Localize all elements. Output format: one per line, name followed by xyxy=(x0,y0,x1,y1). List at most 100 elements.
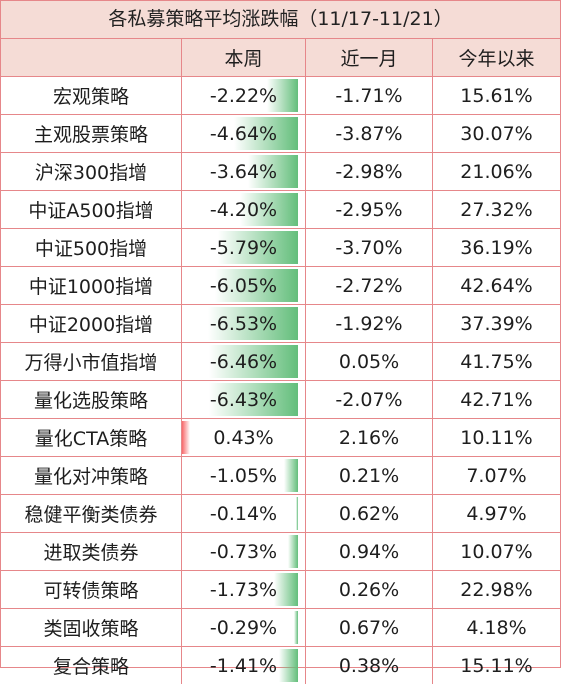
ytd-return-text: 36.19% xyxy=(460,236,533,259)
week-return: -4.20% xyxy=(182,191,306,228)
month-return-text: 0.21% xyxy=(338,464,400,487)
week-data-bar xyxy=(278,649,298,682)
month-return: -2.98% xyxy=(306,153,433,190)
week-return-text: -6.43% xyxy=(209,388,278,411)
table-row: 中证A500指增 -4.20% -2.95% 27.32% xyxy=(1,191,560,229)
ytd-return: 21.06% xyxy=(433,153,560,190)
header-ytd: 今年以来 xyxy=(458,48,535,70)
month-return: -2.07% xyxy=(306,381,433,418)
table-row: 沪深300指增 -3.64% -2.98% 21.06% xyxy=(1,153,560,191)
table-row: 万得小市值指增 -6.46% 0.05% 41.75% xyxy=(1,343,560,381)
month-return: 2.16% xyxy=(306,419,433,456)
week-return-text: -0.29% xyxy=(209,616,278,639)
month-return: -2.72% xyxy=(306,267,433,304)
strategy-name: 稳健平衡类债券 xyxy=(1,495,182,532)
strategy-name: 中证500指增 xyxy=(1,229,182,266)
ytd-return-text: 37.39% xyxy=(460,312,533,335)
week-return: -1.05% xyxy=(182,457,306,494)
ytd-return-text: 15.61% xyxy=(460,84,533,107)
ytd-return-text: 21.06% xyxy=(460,160,533,183)
week-return: -0.29% xyxy=(182,609,306,646)
strategy-name: 类固收策略 xyxy=(1,609,182,646)
strategy-name-text: 沪深300指增 xyxy=(34,162,148,184)
week-data-bar xyxy=(214,269,298,302)
strategy-name-text: 中证A500指增 xyxy=(28,200,154,222)
week-data-bar-positive xyxy=(182,421,190,454)
month-return-text: 0.94% xyxy=(338,540,400,563)
month-return-text: 0.05% xyxy=(338,350,400,373)
ytd-return: 10.11% xyxy=(433,419,560,456)
ytd-return-text: 7.07% xyxy=(466,464,527,487)
ytd-return: 41.75% xyxy=(433,343,560,380)
ytd-return-text: 4.97% xyxy=(466,502,527,525)
month-return: 0.26% xyxy=(306,571,433,608)
table-title: 各私募策略平均涨跌幅（11/17-11/21） xyxy=(1,1,560,39)
week-data-bar xyxy=(234,117,298,150)
table-row: 进取类债券 -0.73% 0.94% 10.07% xyxy=(1,533,560,571)
table-row: 复合策略 -1.41% 0.38% 15.11% xyxy=(1,647,560,684)
month-return-text: -2.98% xyxy=(335,160,403,183)
header-strategy xyxy=(1,39,182,76)
month-return: -1.71% xyxy=(306,77,433,114)
table-row: 中证500指增 -5.79% -3.70% 36.19% xyxy=(1,229,560,267)
month-return-text: 0.26% xyxy=(338,578,400,601)
week-return-text: -1.05% xyxy=(209,464,278,487)
week-return: -0.14% xyxy=(182,495,306,532)
table-body: 宏观策略 -2.22% -1.71% 15.61% 主观股票策略 -4.64% -3.87%… xyxy=(1,77,560,684)
week-data-bar xyxy=(218,231,298,264)
week-data-bar xyxy=(267,79,298,112)
ytd-return-text: 30.07% xyxy=(460,122,533,145)
table-row: 类固收策略 -0.29% 0.67% 4.18% xyxy=(1,609,560,647)
week-data-bar xyxy=(287,535,298,568)
week-data-bar xyxy=(208,307,298,340)
ytd-return: 30.07% xyxy=(433,115,560,152)
week-data-bar xyxy=(283,459,298,492)
strategy-name-text: 主观股票策略 xyxy=(33,124,148,146)
week-return-text: -6.46% xyxy=(209,350,278,373)
week-data-bar xyxy=(247,155,298,188)
week-return-text: -4.20% xyxy=(209,198,278,221)
month-return: -3.87% xyxy=(306,115,433,152)
ytd-return-text: 27.32% xyxy=(460,198,533,221)
week-data-bar xyxy=(294,611,298,644)
week-return: -0.73% xyxy=(182,533,306,570)
table-row: 中证1000指增 -6.05% -2.72% 42.64% xyxy=(1,267,560,305)
week-data-bar xyxy=(240,193,298,226)
ytd-return-text: 10.11% xyxy=(460,426,533,449)
month-return-text: -2.72% xyxy=(335,274,403,297)
ytd-return-text: 15.11% xyxy=(460,654,533,677)
week-return-text: -0.14% xyxy=(209,502,278,525)
week-return: 0.43% xyxy=(182,419,306,456)
week-return: -1.41% xyxy=(182,647,306,684)
header-month: 近一月 xyxy=(306,39,433,76)
week-return: -6.43% xyxy=(182,381,306,418)
week-return-text: 0.43% xyxy=(213,426,274,449)
month-return: 0.94% xyxy=(306,533,433,570)
month-return-text: -1.92% xyxy=(335,312,403,335)
week-return: -4.64% xyxy=(182,115,306,152)
strategy-name: 宏观策略 xyxy=(1,77,182,114)
week-return-text: -2.22% xyxy=(209,84,278,107)
strategy-name: 量化CTA策略 xyxy=(1,419,182,456)
strategy-name-text: 中证2000指增 xyxy=(28,314,154,336)
strategy-name: 中证1000指增 xyxy=(1,267,182,304)
week-return: -6.05% xyxy=(182,267,306,304)
strategy-name: 中证2000指增 xyxy=(1,305,182,342)
strategy-name-text: 进取类债券 xyxy=(43,542,139,564)
ytd-return-text: 10.07% xyxy=(460,540,533,563)
week-return-text: -6.53% xyxy=(209,312,278,335)
month-return: -2.95% xyxy=(306,191,433,228)
month-return-text: -3.87% xyxy=(335,122,403,145)
table-row: 中证2000指增 -6.53% -1.92% 37.39% xyxy=(1,305,560,343)
ytd-return-text: 22.98% xyxy=(460,578,533,601)
strategy-name-text: 可转债策略 xyxy=(43,580,139,602)
month-return: -1.92% xyxy=(306,305,433,342)
week-data-bar xyxy=(208,345,298,378)
ytd-return: 22.98% xyxy=(433,571,560,608)
ytd-return: 4.97% xyxy=(433,495,560,532)
week-return-text: -0.73% xyxy=(209,540,278,563)
ytd-return: 42.71% xyxy=(433,381,560,418)
strategy-name: 复合策略 xyxy=(1,647,182,684)
ytd-return: 36.19% xyxy=(433,229,560,266)
